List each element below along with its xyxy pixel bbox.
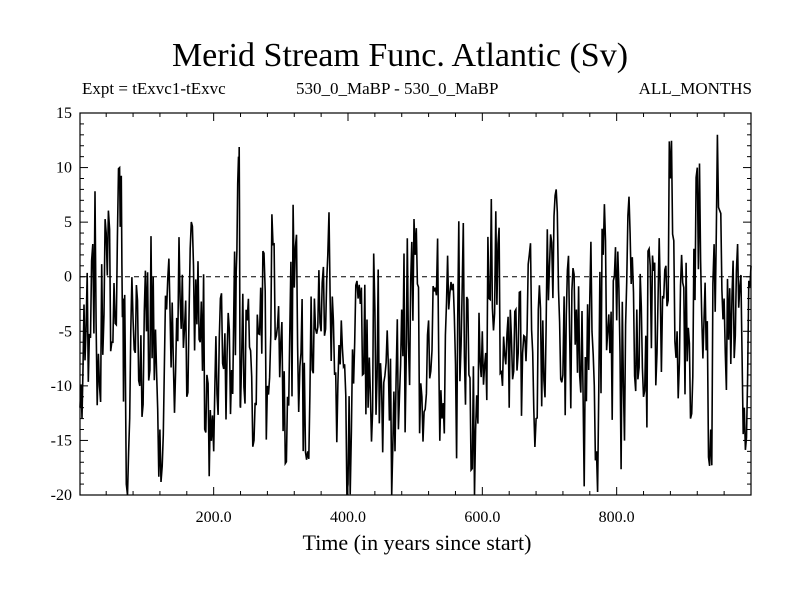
- x-tick-label: 800.0: [599, 509, 635, 526]
- y-tick-label: 0: [64, 269, 72, 286]
- x-tick-label: 400.0: [330, 509, 366, 526]
- months-label: ALL_MONTHS: [638, 79, 752, 98]
- y-tick-label: 5: [64, 214, 72, 231]
- y-tick-label: 15: [56, 105, 72, 122]
- y-tick-label: -5: [59, 323, 72, 340]
- y-tick-label: -10: [51, 378, 72, 395]
- period-label: 530_0_MaBP - 530_0_MaBP: [296, 79, 499, 98]
- x-axis-label: Time (in years since start): [302, 530, 532, 555]
- chart-title: Merid Stream Func. Atlantic (Sv): [171, 37, 629, 74]
- y-tick-label: -20: [51, 487, 72, 504]
- y-tick-label: -15: [51, 432, 72, 449]
- experiment-label: Expt = tExvc1-tExvc: [82, 79, 226, 98]
- series-line: [79, 134, 752, 496]
- x-tick-label: 600.0: [464, 509, 500, 526]
- plot-frame: [79, 112, 752, 496]
- y-tick-label: 10: [56, 160, 72, 177]
- x-tick-label: 200.0: [196, 509, 232, 526]
